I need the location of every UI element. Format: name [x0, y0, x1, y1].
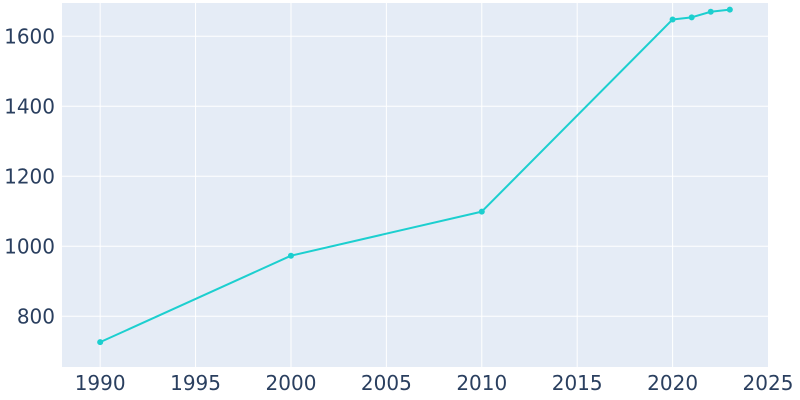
y-tick-label: 1200 [4, 164, 55, 188]
y-tick-label: 1600 [4, 24, 55, 48]
x-tick-label: 1995 [170, 371, 221, 395]
data-point [669, 16, 676, 23]
x-tick-label: 2005 [361, 371, 412, 395]
data-point [287, 252, 294, 259]
x-tick-label: 2025 [743, 371, 794, 395]
series-layer [97, 6, 733, 346]
data-point [97, 339, 104, 346]
y-axis-tick-labels: 800 1000 1200 1400 1600 [4, 24, 55, 328]
x-tick-label: 2010 [456, 371, 507, 395]
x-tick-label: 2000 [266, 371, 317, 395]
y-tick-label: 800 [17, 304, 55, 328]
y-tick-label: 1400 [4, 94, 55, 118]
x-tick-label: 1990 [75, 371, 126, 395]
gridlines [62, 3, 768, 367]
data-point [688, 14, 695, 21]
x-tick-label: 2015 [552, 371, 603, 395]
data-point [707, 8, 714, 15]
data-point [478, 208, 485, 215]
data-point [726, 6, 733, 13]
x-tick-label: 2020 [647, 371, 698, 395]
y-tick-label: 1000 [4, 234, 55, 258]
x-axis-tick-labels: 1990 1995 2000 2005 2010 2015 2020 2025 [75, 371, 794, 395]
